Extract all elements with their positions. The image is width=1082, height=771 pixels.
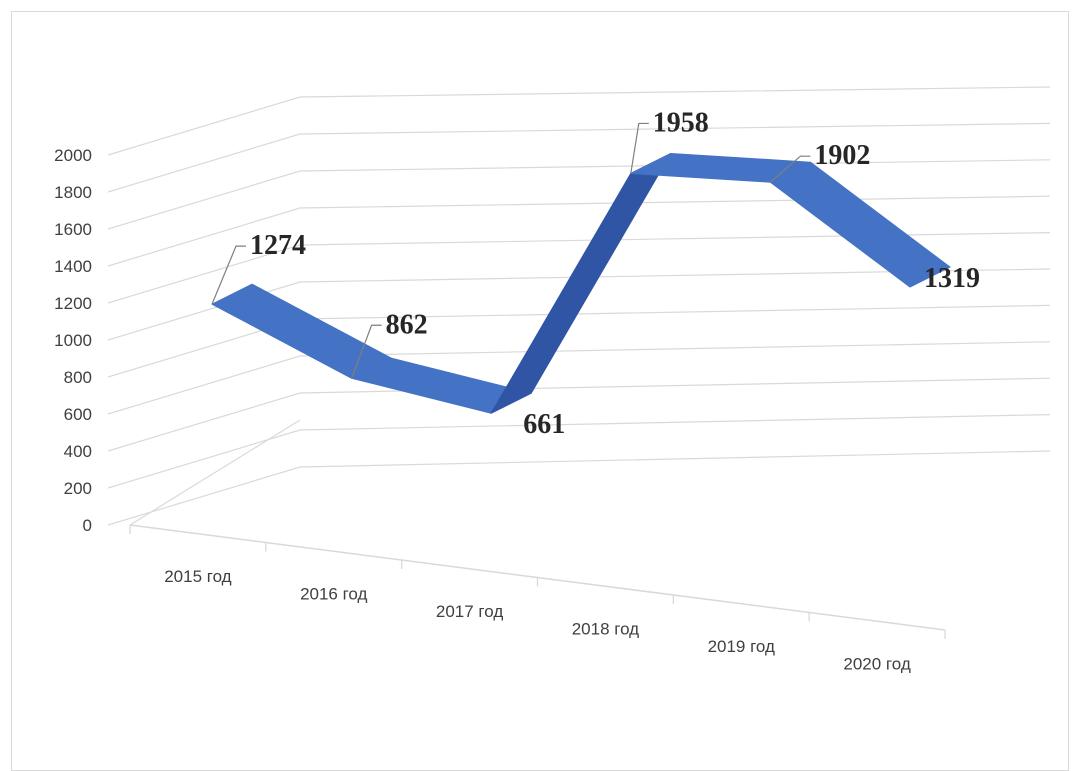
- gridline: [107, 159, 1051, 230]
- y-tick-label: 200: [64, 479, 92, 498]
- y-axis-tick-labels: 0 200 400 600 800 1000 1200 1400 1600 1800 2000: [54, 146, 92, 535]
- data-label: 1319: [924, 263, 980, 294]
- leader-line: [211, 245, 246, 305]
- line-chart-3d: 0 200 400 600 800 1000 1200 1400 1600 1800 2000 20…: [54, 86, 1051, 674]
- data-label-leader-lines: [211, 122, 811, 379]
- gridline: [107, 268, 1051, 341]
- x-tick-label: 2016 год: [300, 584, 367, 603]
- gridline: [107, 232, 1051, 304]
- y-tick-label: 1200: [54, 294, 92, 313]
- gridline: [107, 377, 1051, 452]
- ribbon-segment: [769, 161, 951, 288]
- x-tick-label: 2017 год: [436, 602, 503, 621]
- gridline: [107, 341, 1051, 415]
- x-tick-label: 2018 год: [572, 619, 639, 638]
- ribbon-segment: [211, 283, 393, 379]
- ribbon-segment: [490, 152, 672, 414]
- data-label: 661: [523, 409, 565, 440]
- y-tick-label: 600: [64, 405, 92, 424]
- x-tick-label: 2019 год: [708, 637, 775, 656]
- x-tick-label: 2020 год: [843, 654, 910, 673]
- y-tick-label: 1400: [54, 257, 92, 276]
- y-tick-label: 400: [64, 442, 92, 461]
- leader-line: [770, 155, 811, 183]
- floor-left-edge: [129, 419, 301, 526]
- data-ribbon: [211, 152, 951, 414]
- data-label: 1958: [653, 107, 709, 138]
- x-axis: [129, 419, 946, 639]
- data-label: 1902: [814, 140, 870, 171]
- gridline: [107, 86, 1051, 156]
- data-label: 1274: [250, 230, 306, 261]
- data-labels: 1274 862 661 1958 1902 1319: [250, 107, 980, 440]
- y-tick-label: 2000: [54, 146, 92, 165]
- y-tick-label: 800: [64, 368, 92, 387]
- gridline: [107, 122, 1051, 193]
- leader-line: [351, 324, 382, 379]
- gridline: [107, 414, 1051, 489]
- y-tick-label: 0: [83, 516, 92, 535]
- gridline: [107, 450, 1051, 526]
- data-label: 862: [386, 309, 428, 340]
- y-tick-label: 1000: [54, 331, 92, 350]
- gridlines: [107, 86, 1051, 526]
- leader-line: [630, 122, 649, 174]
- chart-frame: [11, 11, 1069, 771]
- y-tick-label: 1800: [54, 183, 92, 202]
- y-tick-label: 1600: [54, 220, 92, 239]
- x-axis-tick-labels: 2015 год 2016 год 2017 год 2018 год 2019 год…: [164, 567, 911, 674]
- x-tick-label: 2015 год: [164, 567, 231, 586]
